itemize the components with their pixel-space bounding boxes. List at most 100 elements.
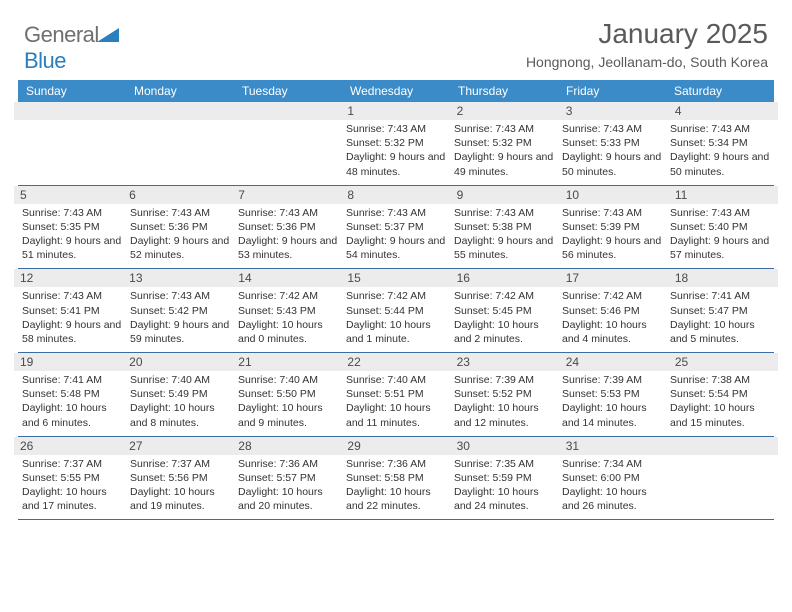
- day-number: [232, 102, 341, 120]
- day-cell: [18, 122, 126, 185]
- day-header-mon: Monday: [126, 80, 234, 102]
- day-cell: [666, 457, 774, 520]
- day-sunrise: Sunrise: 7:37 AM: [22, 457, 122, 471]
- day-sunrise: Sunrise: 7:36 AM: [238, 457, 338, 471]
- day-number: 27: [123, 437, 232, 455]
- week-bordered: 12131415161718Sunrise: 7:43 AMSunset: 5:…: [18, 269, 774, 353]
- day-sunrise: Sunrise: 7:43 AM: [22, 206, 122, 220]
- day-info: Sunrise: 7:42 AMSunset: 5:44 PMDaylight:…: [346, 289, 446, 346]
- day-daylight: Daylight: 9 hours and 48 minutes.: [346, 150, 446, 178]
- day-info: Sunrise: 7:41 AMSunset: 5:47 PMDaylight:…: [670, 289, 770, 346]
- day-cell: Sunrise: 7:43 AMSunset: 5:41 PMDaylight:…: [18, 289, 126, 352]
- day-sunset: Sunset: 5:50 PM: [238, 387, 338, 401]
- day-cell: Sunrise: 7:42 AMSunset: 5:43 PMDaylight:…: [234, 289, 342, 352]
- day-sunrise: Sunrise: 7:40 AM: [130, 373, 230, 387]
- day-sunrise: Sunrise: 7:41 AM: [670, 289, 770, 303]
- day-number: 11: [669, 186, 778, 204]
- day-sunrise: Sunrise: 7:40 AM: [238, 373, 338, 387]
- day-number: 5: [14, 186, 123, 204]
- day-number: 13: [123, 269, 232, 287]
- day-number: 21: [232, 353, 341, 371]
- day-info: Sunrise: 7:38 AMSunset: 5:54 PMDaylight:…: [670, 373, 770, 430]
- page-location: Hongnong, Jeollanam-do, South Korea: [526, 54, 768, 70]
- day-sunrise: Sunrise: 7:42 AM: [562, 289, 662, 303]
- calendar: Sunday Monday Tuesday Wednesday Thursday…: [18, 80, 774, 520]
- day-cell: Sunrise: 7:43 AMSunset: 5:36 PMDaylight:…: [126, 206, 234, 269]
- day-sunset: Sunset: 5:55 PM: [22, 471, 122, 485]
- day-info-row: Sunrise: 7:43 AMSunset: 5:35 PMDaylight:…: [18, 206, 774, 269]
- day-number: 6: [123, 186, 232, 204]
- day-number: 8: [341, 186, 450, 204]
- day-number-row: 12131415161718: [14, 269, 778, 287]
- day-sunrise: Sunrise: 7:43 AM: [454, 206, 554, 220]
- day-header-sun: Sunday: [18, 80, 126, 102]
- day-sunrise: Sunrise: 7:43 AM: [562, 122, 662, 136]
- day-number: 1: [341, 102, 450, 120]
- day-daylight: Daylight: 10 hours and 15 minutes.: [670, 401, 770, 429]
- day-cell: Sunrise: 7:43 AMSunset: 5:34 PMDaylight:…: [666, 122, 774, 185]
- brand-name-b: Blue: [24, 48, 66, 73]
- day-info: Sunrise: 7:43 AMSunset: 5:36 PMDaylight:…: [130, 206, 230, 263]
- day-daylight: Daylight: 9 hours and 59 minutes.: [130, 318, 230, 346]
- day-sunset: Sunset: 5:45 PM: [454, 304, 554, 318]
- day-sunrise: Sunrise: 7:43 AM: [346, 206, 446, 220]
- day-cell: Sunrise: 7:40 AMSunset: 5:50 PMDaylight:…: [234, 373, 342, 436]
- day-sunrise: Sunrise: 7:35 AM: [454, 457, 554, 471]
- day-number: 26: [14, 437, 123, 455]
- day-daylight: Daylight: 10 hours and 17 minutes.: [22, 485, 122, 513]
- day-info: Sunrise: 7:43 AMSunset: 5:36 PMDaylight:…: [238, 206, 338, 263]
- day-info: Sunrise: 7:37 AMSunset: 5:56 PMDaylight:…: [130, 457, 230, 514]
- page-header: January 2025 Hongnong, Jeollanam-do, Sou…: [526, 18, 768, 70]
- day-cell: Sunrise: 7:37 AMSunset: 5:56 PMDaylight:…: [126, 457, 234, 520]
- day-info: Sunrise: 7:39 AMSunset: 5:53 PMDaylight:…: [562, 373, 662, 430]
- day-daylight: Daylight: 10 hours and 20 minutes.: [238, 485, 338, 513]
- day-info: Sunrise: 7:37 AMSunset: 5:55 PMDaylight:…: [22, 457, 122, 514]
- day-daylight: Daylight: 9 hours and 50 minutes.: [562, 150, 662, 178]
- day-cell: Sunrise: 7:39 AMSunset: 5:53 PMDaylight:…: [558, 373, 666, 436]
- day-sunset: Sunset: 5:35 PM: [22, 220, 122, 234]
- day-daylight: Daylight: 9 hours and 52 minutes.: [130, 234, 230, 262]
- day-sunrise: Sunrise: 7:38 AM: [670, 373, 770, 387]
- day-daylight: Daylight: 9 hours and 53 minutes.: [238, 234, 338, 262]
- day-cell: Sunrise: 7:38 AMSunset: 5:54 PMDaylight:…: [666, 373, 774, 436]
- day-number: 17: [560, 269, 669, 287]
- day-sunset: Sunset: 5:40 PM: [670, 220, 770, 234]
- day-info: Sunrise: 7:41 AMSunset: 5:48 PMDaylight:…: [22, 373, 122, 430]
- day-daylight: Daylight: 10 hours and 0 minutes.: [238, 318, 338, 346]
- day-sunset: Sunset: 5:41 PM: [22, 304, 122, 318]
- day-number: 15: [341, 269, 450, 287]
- day-sunrise: Sunrise: 7:43 AM: [22, 289, 122, 303]
- day-sunset: Sunset: 5:47 PM: [670, 304, 770, 318]
- day-number: 4: [669, 102, 778, 120]
- day-number: 28: [232, 437, 341, 455]
- day-number-row: 262728293031: [14, 437, 778, 455]
- day-info: Sunrise: 7:40 AMSunset: 5:49 PMDaylight:…: [130, 373, 230, 430]
- day-cell: Sunrise: 7:41 AMSunset: 5:48 PMDaylight:…: [18, 373, 126, 436]
- day-sunset: Sunset: 5:32 PM: [454, 136, 554, 150]
- day-daylight: Daylight: 10 hours and 11 minutes.: [346, 401, 446, 429]
- day-cell: Sunrise: 7:40 AMSunset: 5:51 PMDaylight:…: [342, 373, 450, 436]
- day-info: Sunrise: 7:43 AMSunset: 5:33 PMDaylight:…: [562, 122, 662, 179]
- day-cell: Sunrise: 7:43 AMSunset: 5:36 PMDaylight:…: [234, 206, 342, 269]
- day-sunrise: Sunrise: 7:36 AM: [346, 457, 446, 471]
- day-sunset: Sunset: 5:53 PM: [562, 387, 662, 401]
- calendar-day-header: Sunday Monday Tuesday Wednesday Thursday…: [18, 80, 774, 102]
- day-cell: Sunrise: 7:37 AMSunset: 5:55 PMDaylight:…: [18, 457, 126, 520]
- day-cell: Sunrise: 7:36 AMSunset: 5:58 PMDaylight:…: [342, 457, 450, 520]
- day-sunrise: Sunrise: 7:43 AM: [238, 206, 338, 220]
- day-sunrise: Sunrise: 7:43 AM: [346, 122, 446, 136]
- day-cell: Sunrise: 7:42 AMSunset: 5:45 PMDaylight:…: [450, 289, 558, 352]
- day-number: 19: [14, 353, 123, 371]
- day-daylight: Daylight: 9 hours and 49 minutes.: [454, 150, 554, 178]
- day-header-wed: Wednesday: [342, 80, 450, 102]
- day-number: 14: [232, 269, 341, 287]
- day-cell: [126, 122, 234, 185]
- day-daylight: Daylight: 9 hours and 55 minutes.: [454, 234, 554, 262]
- week-bordered: 19202122232425Sunrise: 7:41 AMSunset: 5:…: [18, 353, 774, 437]
- day-sunrise: Sunrise: 7:43 AM: [130, 206, 230, 220]
- day-info: Sunrise: 7:42 AMSunset: 5:43 PMDaylight:…: [238, 289, 338, 346]
- day-number: 3: [560, 102, 669, 120]
- day-cell: Sunrise: 7:35 AMSunset: 5:59 PMDaylight:…: [450, 457, 558, 520]
- day-sunrise: Sunrise: 7:42 AM: [346, 289, 446, 303]
- day-cell: Sunrise: 7:43 AMSunset: 5:33 PMDaylight:…: [558, 122, 666, 185]
